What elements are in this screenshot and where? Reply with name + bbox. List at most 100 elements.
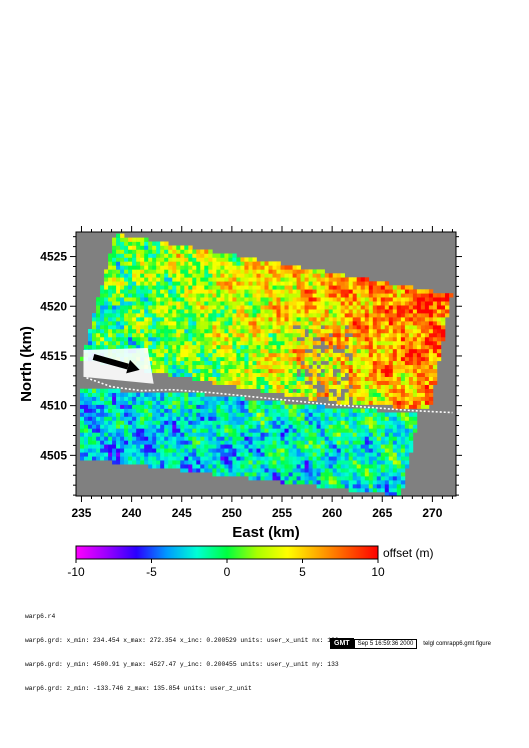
- data-cell: [364, 456, 370, 461]
- data-cell: [204, 460, 209, 465]
- data-cell: [268, 348, 273, 354]
- data-cell: [252, 444, 257, 449]
- data-cell: [412, 412, 418, 417]
- data-cell: [256, 380, 261, 385]
- data-cell: [172, 396, 177, 401]
- data-cell: [248, 424, 253, 429]
- data-cell: [124, 253, 129, 258]
- data-cell: [300, 388, 305, 393]
- data-cell: [152, 424, 157, 429]
- data-cell: [292, 448, 297, 453]
- data-cell: [316, 484, 321, 489]
- data-cell: [140, 452, 145, 457]
- data-cell: [212, 325, 217, 330]
- data-cell: [228, 301, 233, 306]
- data-cell: [276, 460, 281, 465]
- data-cell: [204, 444, 209, 449]
- data-cell: [280, 348, 285, 354]
- data-cell: [380, 436, 386, 441]
- data-cell: [80, 456, 85, 461]
- data-cell: [276, 329, 281, 334]
- data-cell: [280, 424, 285, 429]
- data-cell: [172, 352, 177, 358]
- data-cell: [244, 432, 249, 437]
- data-cell: [224, 364, 229, 370]
- data-cell: [276, 424, 281, 429]
- data-cell: [160, 428, 165, 433]
- data-cell: [368, 388, 374, 393]
- data-cell: [212, 321, 217, 326]
- data-cell: [100, 436, 105, 441]
- data-cell: [404, 400, 410, 405]
- data-cell: [152, 293, 157, 298]
- data-cell: [292, 356, 297, 362]
- data-cell: [204, 376, 209, 381]
- data-cell: [280, 472, 285, 477]
- data-cell: [400, 360, 406, 366]
- data-cell: [332, 440, 338, 445]
- data-cell: [372, 289, 378, 294]
- data-cell: [360, 392, 366, 397]
- data-cell: [220, 305, 225, 310]
- data-cell: [108, 412, 113, 417]
- data-cell: [360, 313, 366, 318]
- data-cell: [192, 428, 197, 433]
- data-cell: [284, 440, 289, 445]
- data-cell: [196, 249, 201, 254]
- data-cell: [176, 444, 181, 449]
- data-cell: [232, 412, 237, 417]
- data-cell: [204, 464, 209, 469]
- data-cell: [100, 321, 105, 326]
- data-cell: [368, 281, 374, 286]
- data-cell: [160, 281, 165, 286]
- data-cell: [256, 269, 261, 274]
- data-cell: [96, 301, 101, 306]
- data-cell: [392, 364, 398, 370]
- data-cell: [412, 376, 418, 381]
- data-cell: [304, 305, 309, 310]
- data-cell: [388, 344, 394, 350]
- data-cell: [116, 432, 121, 437]
- data-cell: [300, 428, 305, 433]
- data-cell: [112, 412, 117, 417]
- data-cell: [208, 348, 213, 354]
- data-cell: [132, 237, 137, 242]
- data-cell: [172, 420, 177, 425]
- data-cell: [396, 484, 402, 489]
- data-cell: [84, 412, 89, 417]
- data-cell: [432, 376, 438, 381]
- data-cell: [164, 424, 169, 429]
- data-cell: [336, 317, 342, 322]
- data-cell: [400, 321, 406, 326]
- data-cell: [140, 249, 145, 254]
- data-cell: [212, 293, 217, 298]
- data-cell: [156, 440, 161, 445]
- data-cell: [124, 257, 129, 262]
- data-cell: [304, 420, 309, 425]
- data-cell: [312, 476, 317, 481]
- data-cell: [172, 249, 177, 254]
- data-cell: [376, 384, 382, 389]
- data-cell: [220, 317, 225, 322]
- data-cell: [348, 305, 354, 310]
- data-cell: [144, 325, 149, 330]
- data-cell: [108, 340, 113, 346]
- data-cell: [144, 420, 149, 425]
- data-cell: [384, 456, 390, 461]
- data-cell: [200, 404, 205, 409]
- data-cell: [308, 440, 313, 445]
- data-cell: [376, 340, 382, 346]
- data-cell: [140, 253, 145, 258]
- data-cell: [372, 476, 378, 481]
- data-cell: [240, 313, 245, 318]
- data-cell: [192, 352, 197, 358]
- data-cell: [168, 321, 173, 326]
- data-cell: [324, 277, 330, 282]
- data-cell: [320, 321, 325, 326]
- data-cell: [196, 340, 201, 346]
- data-cell: [268, 356, 273, 362]
- data-cell: [324, 456, 330, 461]
- data-cell: [156, 404, 161, 409]
- data-cell: [336, 297, 342, 302]
- data-cell: [392, 344, 398, 350]
